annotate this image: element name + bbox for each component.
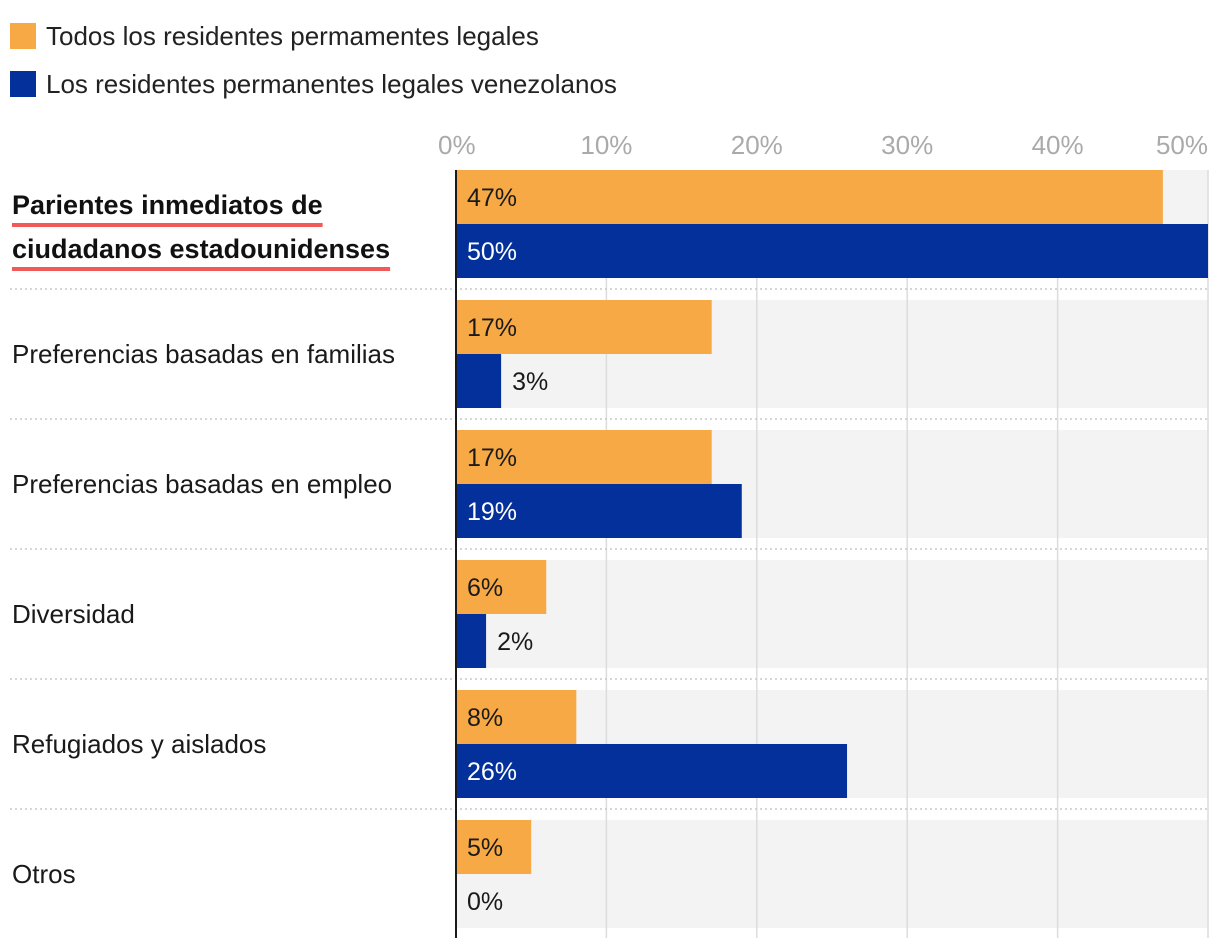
value-label-ven-2: 3% (512, 368, 548, 396)
value-label-ven-3: 19% (467, 498, 517, 526)
x-tick-label-0: 0% (438, 130, 476, 160)
bar-ven-4 (456, 614, 487, 668)
category-label-underline-2 (12, 267, 391, 271)
category-label-2: Preferencias basadas en familias (12, 339, 395, 369)
category-label-line-2: ciudadanos estadounidenses (12, 234, 390, 264)
bar-ven-2 (456, 354, 502, 408)
value-label-all-3: 17% (467, 444, 517, 472)
category-background-6 (456, 820, 1208, 928)
category-label-6: Otros (12, 859, 76, 889)
x-tick-label-30: 30% (881, 130, 933, 160)
bar-all-2 (456, 300, 712, 354)
legend-label-all: Todos los residentes permamentes legales (46, 20, 539, 51)
bar-ven-3 (456, 484, 742, 538)
category-label-underline-1 (12, 223, 323, 227)
value-label-ven-1: 50% (467, 238, 517, 266)
bar-all-6 (456, 820, 532, 874)
bar-all-1 (456, 170, 1163, 224)
category-label-line-1: Parientes inmediatos de (12, 190, 323, 220)
value-label-ven-5: 26% (467, 758, 517, 786)
bar-ven-5 (456, 744, 848, 798)
value-label-all-6: 5% (467, 834, 503, 862)
category-background-4 (456, 560, 1208, 668)
bar-ven-1 (456, 224, 1208, 278)
legend-swatch-all (10, 23, 36, 49)
x-tick-label-50: 50% (1156, 130, 1208, 160)
value-label-ven-4: 2% (497, 628, 533, 656)
x-tick-label-10: 10% (580, 130, 632, 160)
bar-all-3 (456, 430, 712, 484)
value-label-ven-6: 0% (467, 888, 503, 916)
legend-item-all: Todos los residentes permamentes legales (10, 12, 617, 60)
value-label-all-5: 8% (467, 704, 503, 732)
value-label-all-1: 47% (467, 184, 517, 212)
value-label-all-4: 6% (467, 574, 503, 602)
bar-all-5 (456, 690, 577, 744)
x-tick-label-20: 20% (731, 130, 783, 160)
legend-label-venezuelan: Los residentes permanentes legales venez… (46, 68, 617, 99)
category-label-4: Diversidad (12, 599, 135, 629)
x-tick-label-40: 40% (1032, 130, 1084, 160)
category-label-5: Refugiados y aislados (12, 729, 266, 759)
value-label-all-2: 17% (467, 314, 517, 342)
legend-swatch-venezuelan (10, 71, 36, 97)
category-label-3: Preferencias basadas en empleo (12, 469, 392, 499)
legend-item-venezuelan: Los residentes permanentes legales venez… (10, 60, 617, 108)
legend: Todos los residentes permamentes legales… (10, 12, 617, 108)
bar-all-4 (456, 560, 547, 614)
